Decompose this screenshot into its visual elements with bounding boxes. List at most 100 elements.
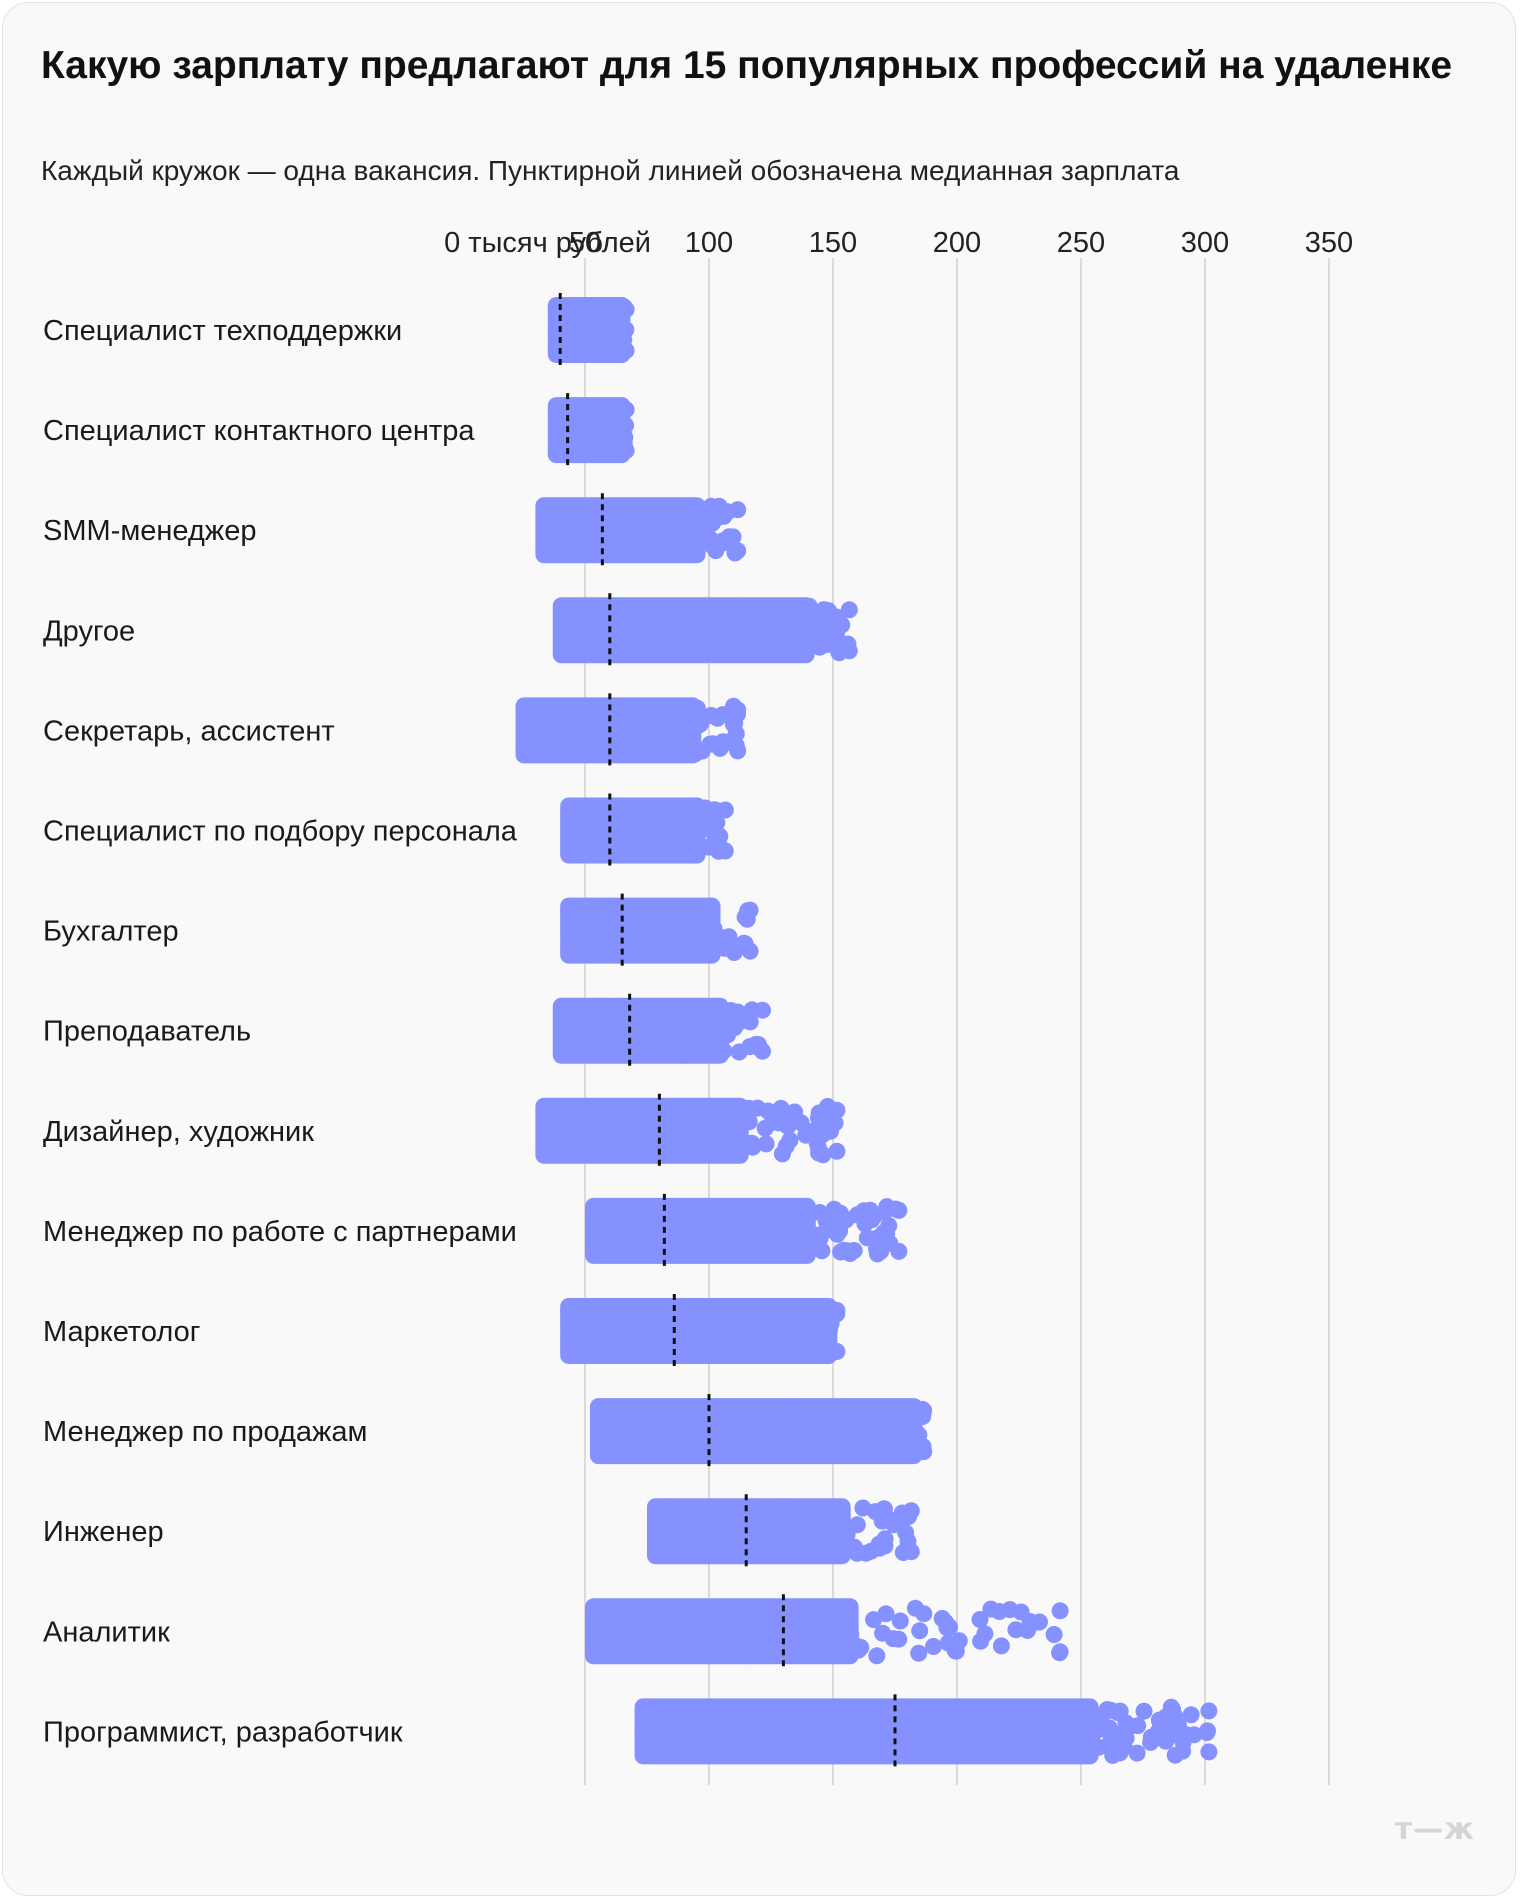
vacancy-dot	[828, 1302, 846, 1319]
vacancy-dot	[535, 1142, 553, 1160]
vacancy-dot	[915, 1402, 933, 1420]
vacancy-dot	[592, 438, 610, 456]
vacancy-dot	[703, 502, 721, 520]
vacancy-dot	[535, 1101, 553, 1119]
vacancy-dot	[741, 942, 759, 960]
vacancy-dot	[647, 1502, 664, 1520]
vacancy-dot	[875, 1500, 893, 1518]
vacancy-dot	[585, 1643, 602, 1661]
vacancy-dot	[665, 497, 683, 515]
vacancy-dot	[694, 1221, 712, 1239]
vacancy-dot	[789, 1717, 807, 1735]
vacancy-dot	[677, 1537, 695, 1555]
vacancy-dot	[1098, 1701, 1116, 1718]
vacancy-dot	[714, 733, 732, 751]
row-dots	[585, 1598, 1069, 1665]
vacancy-dot	[735, 602, 753, 620]
vacancy-dot	[902, 1502, 920, 1520]
vacancy-dot	[849, 1717, 867, 1735]
vacancy-dot	[764, 1607, 782, 1625]
vacancy-dot	[974, 1719, 992, 1737]
vacancy-dot	[738, 1211, 756, 1229]
vacancy-dot	[1128, 1744, 1146, 1762]
vacancy-dot	[563, 335, 581, 353]
category-label: Инженер	[43, 1516, 164, 1548]
vacancy-dot	[547, 442, 565, 460]
vacancy-dot	[721, 1608, 739, 1625]
row-dots	[634, 1698, 1218, 1765]
vacancy-dot	[579, 1108, 597, 1126]
vacancy-dot	[585, 941, 603, 959]
vacancy-dot	[662, 1123, 680, 1141]
vacancy-dot	[547, 301, 565, 318]
category-label: Дизайнер, художник	[43, 1116, 314, 1148]
vacancy-dot	[584, 398, 602, 416]
vacancy-dot	[808, 1701, 826, 1719]
vacancy-dot	[615, 730, 633, 748]
vacancy-dot	[699, 1604, 717, 1622]
vacancy-dot	[683, 1206, 701, 1223]
vacancy-dot	[599, 1344, 617, 1362]
vacancy-dot	[654, 714, 671, 731]
chart-title: Какую зарплату предлагают для 15 популяр…	[41, 44, 1453, 87]
vacancy-dot	[815, 1536, 833, 1554]
vacancy-dot	[855, 1402, 873, 1420]
vacancy-dot	[1089, 1721, 1107, 1739]
vacancy-dot	[766, 1702, 784, 1720]
vacancy-dot	[585, 1201, 602, 1219]
vacancy-dot	[539, 711, 556, 729]
vacancy-dot	[666, 824, 684, 842]
vacancy-dot	[576, 526, 593, 544]
vacancy-dot	[650, 618, 668, 636]
vacancy-dot	[641, 1029, 659, 1047]
vacancy-dot	[1004, 1734, 1022, 1752]
vacancy-dot	[754, 1042, 771, 1060]
vacancy-dot	[628, 1044, 645, 1062]
vacancy-dot	[622, 503, 640, 521]
vacancy-dot	[828, 1225, 846, 1243]
vacancy-dot	[560, 1302, 578, 1319]
vacancy-dot	[611, 618, 629, 636]
vacancy-dot	[528, 722, 546, 740]
vacancy-dot	[604, 802, 622, 820]
vacancy-dot	[890, 1242, 908, 1260]
vacancy-dot	[555, 512, 573, 529]
vacancy-dot	[560, 801, 578, 819]
row-dots	[560, 1298, 846, 1364]
vacancy-dot	[593, 1426, 611, 1444]
vacancy-dot	[822, 1122, 839, 1140]
vacancy-dot	[754, 1445, 772, 1463]
vacancy-dot	[875, 1744, 893, 1762]
vacancy-dot	[683, 829, 700, 847]
vacancy-dot	[691, 1337, 709, 1355]
vacancy-dot	[729, 542, 747, 560]
vacancy-dot	[829, 1743, 847, 1761]
vacancy-dot	[555, 727, 573, 745]
vacancy-dot	[648, 1518, 666, 1536]
vacancy-dot	[746, 1531, 764, 1549]
vacancy-dot	[552, 642, 570, 660]
vacancy-dot	[1200, 1702, 1218, 1720]
vacancy-dot	[670, 1645, 688, 1663]
category-label: Преподаватель	[43, 1016, 251, 1048]
vacancy-dot	[729, 742, 747, 760]
vacancy-dot	[822, 631, 839, 649]
vacancy-dot	[639, 701, 657, 719]
vacancy-dot	[557, 1146, 575, 1163]
vacancy-dot	[609, 427, 627, 445]
vacancy-dot	[665, 799, 682, 817]
vacancy-dot	[633, 1344, 651, 1362]
vacancy-dot	[637, 830, 654, 848]
vacancy-dot	[781, 1131, 799, 1149]
vacancy-dot	[815, 1727, 832, 1745]
vacancy-dot	[702, 1299, 720, 1317]
vacancy-dot	[773, 1538, 791, 1556]
vacancy-dot	[589, 1402, 607, 1420]
vacancy-dot	[646, 798, 664, 816]
vacancy-dot	[651, 1705, 669, 1723]
vacancy-dot	[690, 506, 708, 523]
vacancy-dot	[703, 1043, 721, 1061]
vacancy-dot	[636, 1443, 654, 1460]
vacancy-dot	[788, 1399, 806, 1417]
